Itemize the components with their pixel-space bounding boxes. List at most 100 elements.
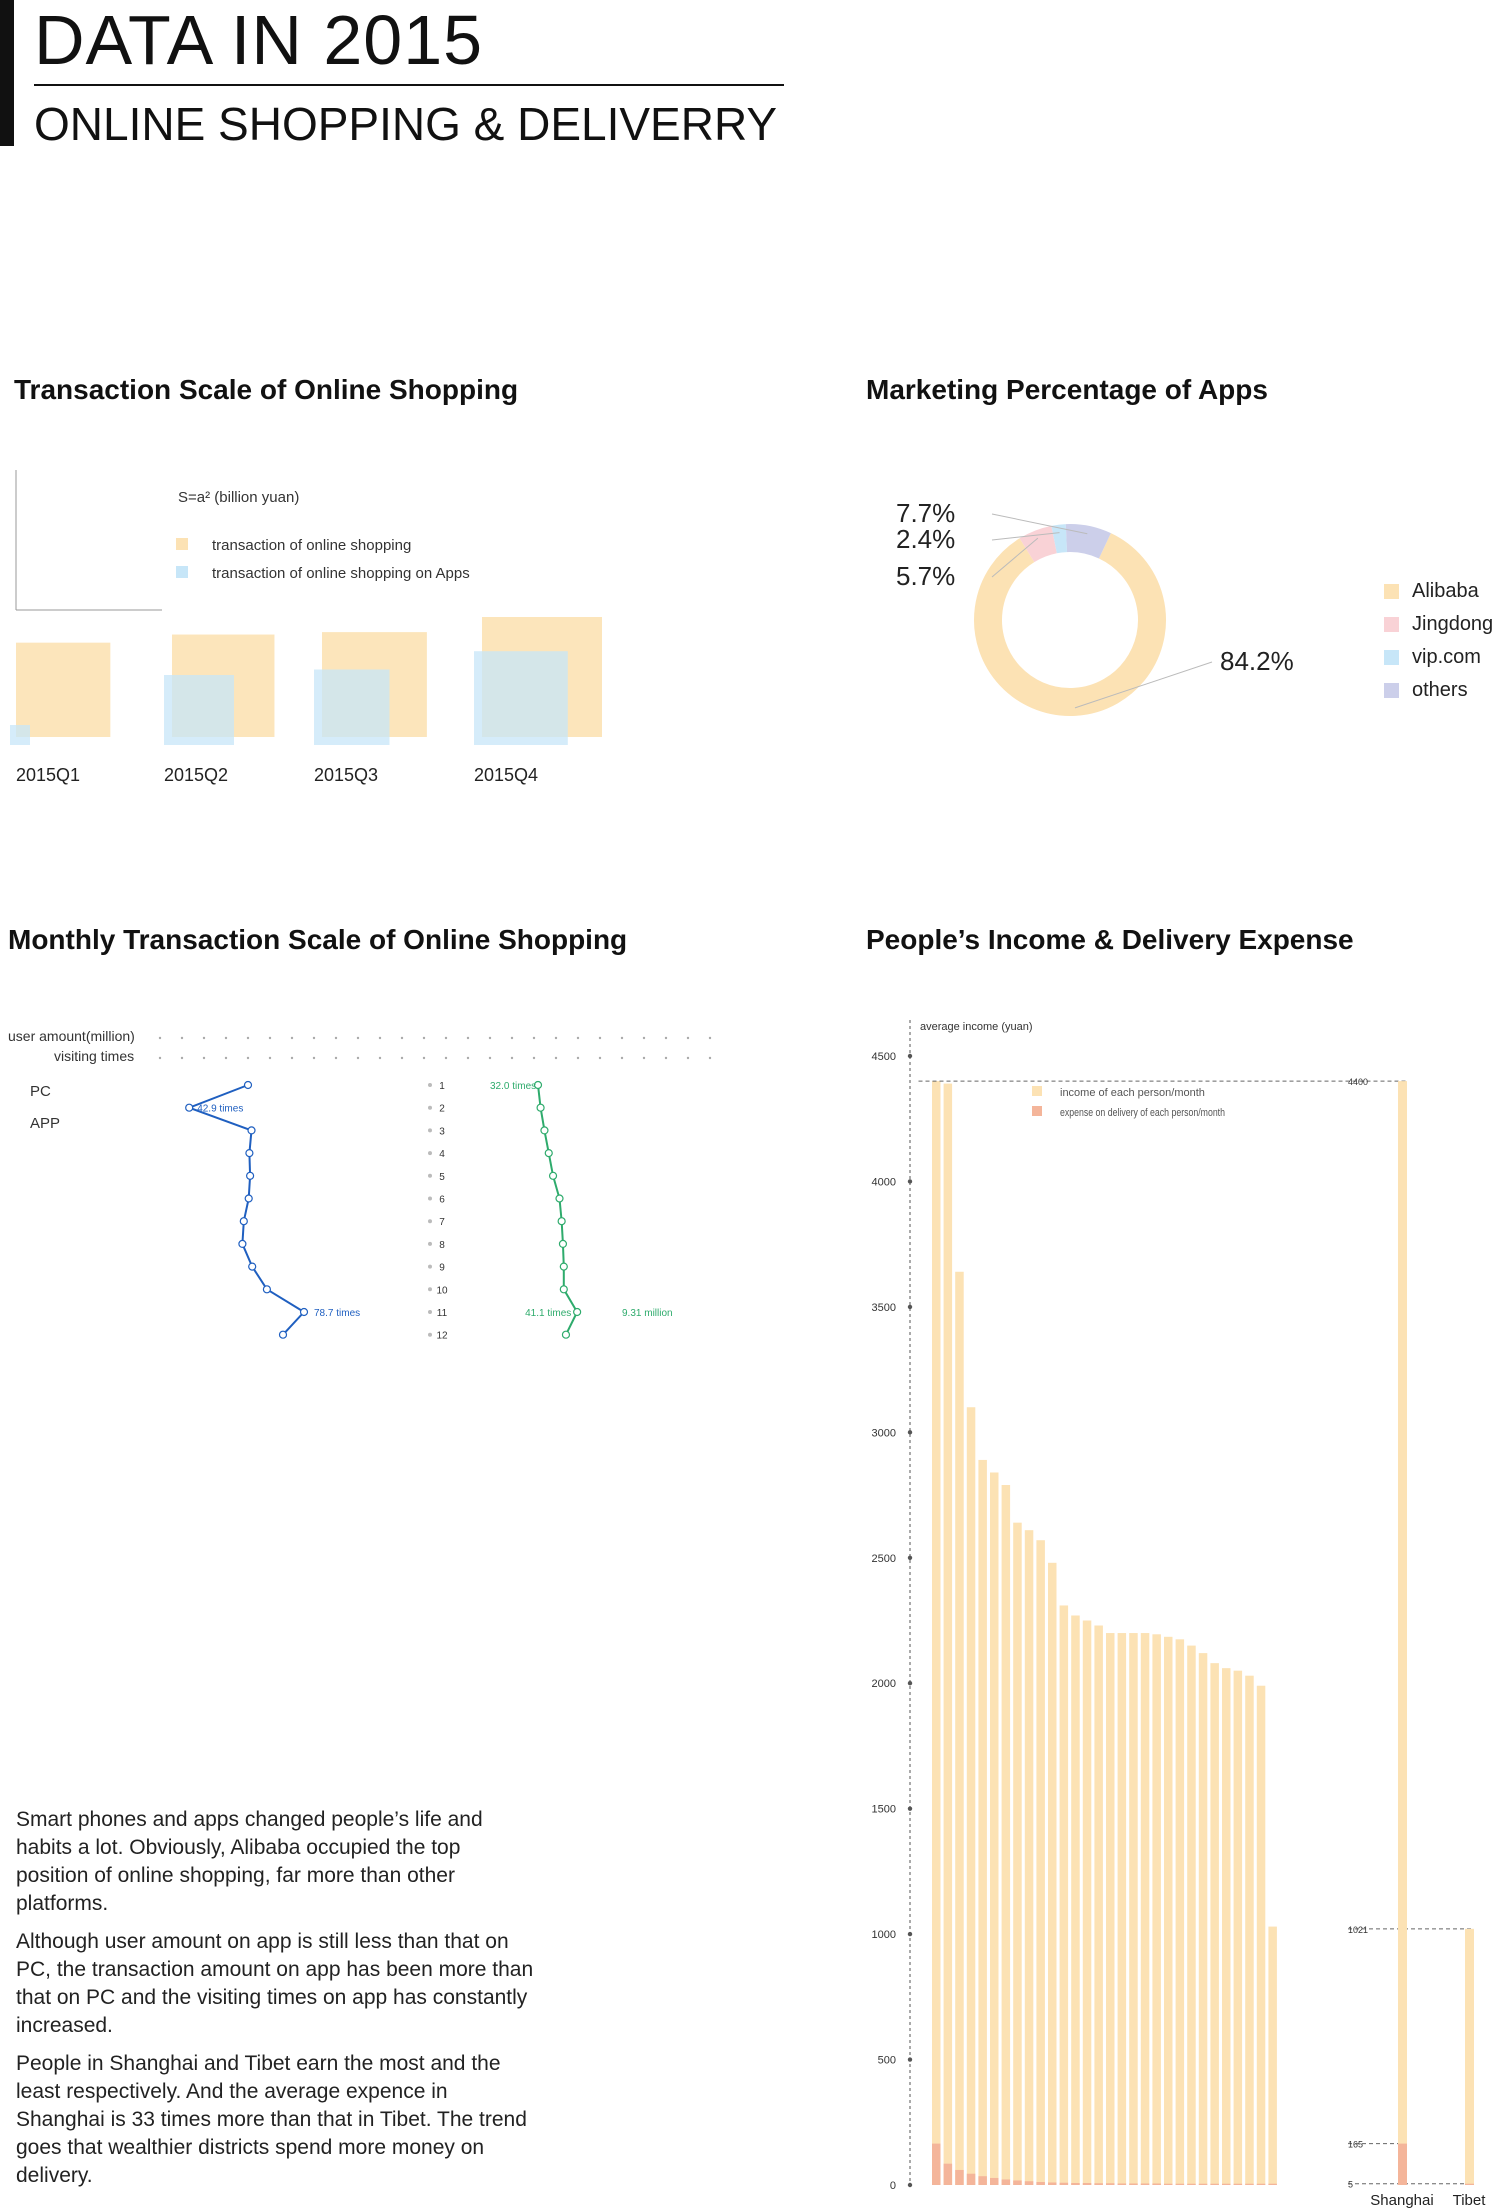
pc-point [278,1330,288,1339]
scale-dot-bottom [620,1056,624,1060]
expense-bar [1268,2183,1277,2185]
transaction-scale-chart: S=a² (billion yuan) transaction of online… [10,470,602,785]
month-label: 12 [436,1331,448,1342]
legend-label-online: transaction of online shopping [212,537,411,554]
scale-dot-top [246,1036,250,1040]
scale-dot-top [378,1036,382,1040]
expense-bar [1152,2183,1161,2185]
pc-point [247,1126,256,1135]
scale-dot-top [708,1036,712,1040]
scale-dot-top [510,1036,514,1040]
bar-apps-2015Q4 [474,651,568,745]
app-point [533,1080,543,1090]
y-tick-dot [907,2057,913,2062]
detail-income-Shanghai [1398,1081,1407,2185]
income-bar [1117,1633,1127,2185]
scale-dot-bottom [576,1056,580,1060]
income-bar [955,1271,964,2185]
pc-point [244,1194,253,1203]
slice-vip.com [1051,524,1068,554]
bar-online-2015Q1 [16,642,111,737]
detail-expense-Shanghai [1398,2143,1407,2185]
expense-bar [955,2169,964,2185]
income-bar [1222,1668,1231,2185]
month-label: 1 [439,1081,445,1092]
scale-dot-bottom [422,1056,426,1060]
month-label: 8 [439,1240,445,1251]
expense-bar [1106,2183,1115,2185]
month-label: 11 [437,1308,448,1319]
scale-dot-top [444,1036,448,1040]
app-point [558,1239,568,1248]
annotation-pc-max: 42.9 times [197,1104,243,1115]
expense-bar [1210,2183,1219,2185]
detail-label-Tibet: Tibet [1453,2192,1487,2209]
month-dot [428,1128,432,1133]
expense-bar [1233,2183,1243,2185]
pct-Alibaba: 84.2% [1220,646,1294,676]
y-tick-dot [907,1806,913,1811]
scale-dot-bottom [642,1056,646,1060]
leader-vip.com [991,532,1060,541]
scale-dot-bottom [708,1056,712,1060]
scale-dot-bottom [488,1056,492,1060]
month-dot [428,1264,432,1269]
legend-label-expense: expense on delivery of each person/month [1060,1107,1225,1119]
header-accent-bar [0,0,14,146]
y-tick-dot [907,1430,913,1435]
app-point [548,1171,558,1180]
pct-others: 7.7% [896,498,955,528]
income-bar [1013,1522,1022,2185]
legend-label-others: others [1412,679,1468,701]
page-subtitle: ONLINE SHOPPING & DELIVERRY [34,98,778,150]
income-bar [932,1081,941,2185]
bar-apps-2015Q3 [314,669,390,745]
scale-dot-top [532,1036,536,1040]
app-point [559,1285,568,1294]
month-label: 4 [439,1149,445,1160]
income-bar [990,1472,999,2185]
slice-Jingdong [1019,525,1058,563]
month-dot [428,1083,432,1087]
scale-dot-top [686,1036,690,1040]
scale-dot-bottom [378,1056,382,1060]
category-label: 2015Q2 [164,765,228,785]
detail-tick-label: 165 [1348,2140,1363,2150]
y-tick-dot [907,2182,913,2188]
scale-dot-bottom [356,1056,360,1060]
y-tick-label: 500 [878,2055,896,2067]
expense-bar [1117,2183,1127,2185]
income-bar [1175,1639,1185,2185]
month-label: 6 [439,1195,445,1206]
expense-bar [1013,2180,1022,2185]
expense-bar [1187,2183,1196,2185]
app-point [557,1217,566,1226]
income-bar [1268,1926,1277,2185]
scale-dot-top [312,1036,316,1040]
paragraph-1: Smart phones and apps changed people’s l… [16,1808,483,1915]
month-label: 2 [439,1104,445,1115]
app-point [536,1103,545,1112]
scale-dot-top [224,1036,228,1040]
income-bar [1187,1645,1196,2185]
paragraph-3: People in Shanghai and Tibet earn the mo… [16,2052,527,2187]
legend-label-apps: transaction of online shopping on Apps [212,565,470,582]
income-bar [1036,1540,1045,2185]
expense-bar [1048,2182,1057,2185]
expense-bar [966,2173,976,2185]
expense-bar [1082,2182,1092,2185]
expense-bar [1222,2183,1231,2185]
income-bar [1071,1615,1080,2185]
y-axis-label: average income (yuan) [920,1021,1033,1033]
income-bar [1094,1625,1103,2185]
legend-label-vip.com: vip.com [1412,646,1481,668]
income-bar [1256,1685,1266,2185]
expense-bar [1024,2181,1034,2185]
scale-dot-top [180,1036,184,1040]
annotation-app-nov: 41.1 times [525,1308,571,1319]
expense-bar [943,2163,953,2185]
income-bar [1233,1670,1243,2185]
month-dot [428,1151,432,1156]
pc-point [262,1285,271,1294]
legend-label-income: income of each person/month [1060,1087,1205,1099]
